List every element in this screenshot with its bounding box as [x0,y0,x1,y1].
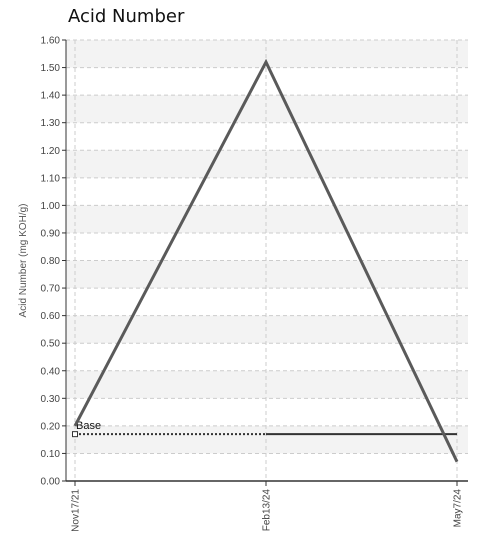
y-tick-label: 0.90 [41,228,61,239]
plot-background-bands [66,40,468,454]
x-tick-labels: Nov17/21 Feb13/24 May7/24 [71,489,464,532]
plot-band [66,205,468,233]
base-label: Base [76,420,101,432]
x-tick-label: Feb13/24 [262,489,273,532]
plot-band [66,425,468,454]
y-tick-label: 0.40 [41,366,61,377]
series-lines [73,58,459,463]
y-tick-label: 0.20 [41,421,61,432]
plot-band [66,370,468,399]
y-tick-label: 1.20 [41,146,61,157]
y-tick-label: 0.60 [41,311,61,322]
y-tick-label: 1.40 [41,91,61,102]
x-tick-label: May7/24 [453,489,464,528]
plot-band [66,260,468,289]
y-tick-labels: 0.00 0.10 0.20 0.30 0.40 0.50 0.60 0.70 0.80 0.90… [41,36,61,488]
y-tick-label: 0.50 [41,339,61,350]
y-tick-label: 0.30 [41,394,61,405]
chart-title: Acid Number [68,6,185,27]
y-tick-label: 1.00 [41,201,61,212]
reference-lines: Base [72,420,457,438]
y-axis-title: Acid Number (mg KOH/g) [18,204,29,318]
plot-band [66,150,468,178]
y-tick-label: 0.00 [41,477,61,488]
y-tick-label: 1.30 [41,118,61,129]
y-tick-label: 0.70 [41,284,61,295]
plot-band [66,315,468,344]
y-tick-label: 0.80 [41,256,61,267]
y-tick-label: 0.10 [41,449,61,460]
grid-lines [66,39,468,481]
y-tick-label: 1.60 [41,36,61,47]
x-tick-label: Nov17/21 [71,489,82,532]
base-marker [72,431,78,438]
y-tick-label: 1.10 [41,173,61,184]
plot-band [66,95,468,123]
axes [62,39,468,486]
y-tick-label: 1.50 [41,63,61,74]
